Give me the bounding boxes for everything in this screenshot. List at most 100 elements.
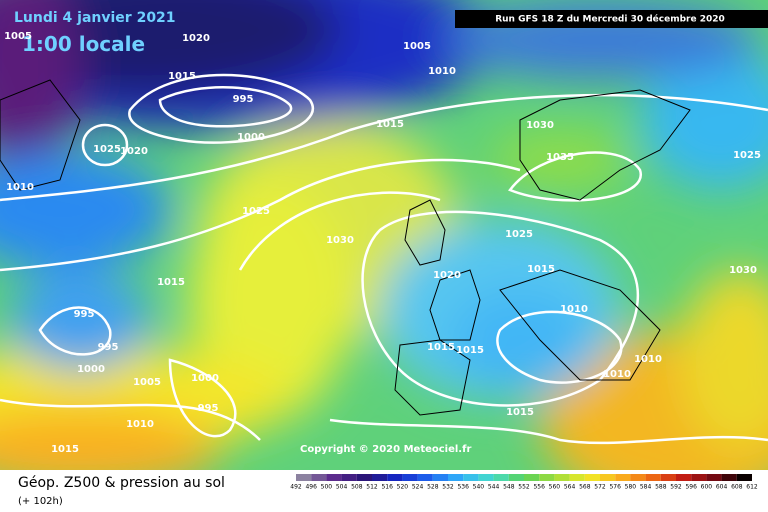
legend-swatch xyxy=(676,474,692,481)
legend-swatch xyxy=(554,474,570,481)
legend-swatch xyxy=(478,474,494,481)
legend-label: 492 xyxy=(290,484,302,491)
legend-swatch xyxy=(508,474,524,481)
isobar-label: 1015 xyxy=(168,71,196,82)
isobar-label: 1020 xyxy=(433,270,461,281)
legend-label: 576 xyxy=(609,484,621,491)
isobar-label: 1010 xyxy=(126,419,154,430)
isobar-label: 1015 xyxy=(157,277,185,288)
isobar-label: 995 xyxy=(74,309,95,320)
legend-swatch xyxy=(691,474,707,481)
legend-label: 580 xyxy=(625,484,637,491)
legend-label: 564 xyxy=(564,484,576,491)
isobar-label: 1010 xyxy=(6,182,34,193)
legend-swatch xyxy=(600,474,616,481)
legend-swatch xyxy=(296,474,312,481)
isobar-label: 1000 xyxy=(237,132,265,143)
legend-label: 588 xyxy=(655,484,667,491)
legend-swatch xyxy=(341,474,357,481)
legend-swatch xyxy=(539,474,555,481)
legend-label: 512 xyxy=(366,484,378,491)
legend-swatch xyxy=(736,474,752,481)
isobar-label: 1025 xyxy=(93,144,121,155)
isobar-label: 1015 xyxy=(427,342,455,353)
time: 1:00 locale xyxy=(22,32,145,56)
legend-swatch xyxy=(463,474,479,481)
legend-label: 596 xyxy=(685,484,697,491)
legend-swatch xyxy=(356,474,372,481)
isobar-label: 1015 xyxy=(456,345,484,356)
legend-label: 528 xyxy=(427,484,439,491)
legend-label: 604 xyxy=(716,484,728,491)
isobar-label: 1030 xyxy=(526,120,554,131)
legend-label: 584 xyxy=(640,484,652,491)
isobar-label: 1015 xyxy=(376,119,404,130)
legend-swatch xyxy=(706,474,722,481)
legend-label: 572 xyxy=(594,484,606,491)
legend-label: 540 xyxy=(473,484,485,491)
legend-label: 504 xyxy=(336,484,348,491)
isobar-label: 1020 xyxy=(120,146,148,157)
legend-label: 496 xyxy=(305,484,317,491)
legend-label: 548 xyxy=(503,484,515,491)
legend-swatch xyxy=(432,474,448,481)
isobar-label: 1015 xyxy=(506,407,534,418)
legend-swatch xyxy=(645,474,661,481)
isobar-label: 1025 xyxy=(505,229,533,240)
legend-label: 500 xyxy=(321,484,333,491)
isobar-label: 1005 xyxy=(403,41,431,52)
isobar-label: 1025 xyxy=(242,206,270,217)
legend-label: 556 xyxy=(533,484,545,491)
run-banner xyxy=(455,10,768,28)
isobar-label: 995 xyxy=(198,403,219,414)
legend-label: 600 xyxy=(701,484,713,491)
legend-label: 592 xyxy=(670,484,682,491)
isobar-label: 1005 xyxy=(4,31,32,42)
isobar-label: 1000 xyxy=(77,364,105,375)
legend-swatch xyxy=(493,474,509,481)
legend-swatch xyxy=(524,474,540,481)
copyright: Copyright © 2020 Meteociel.fr xyxy=(300,444,471,455)
legend-label: 608 xyxy=(731,484,743,491)
isobar-label: 1025 xyxy=(733,150,761,161)
date: Lundi 4 janvier 2021 xyxy=(14,10,176,26)
isobars xyxy=(0,73,768,445)
legend-label: 508 xyxy=(351,484,363,491)
legend-swatch xyxy=(387,474,403,481)
isobar-label: 1005 xyxy=(133,377,161,388)
legend-label: 544 xyxy=(488,484,500,491)
legend-swatch xyxy=(326,474,342,481)
legend-swatch xyxy=(311,474,327,481)
isobar-label: 1010 xyxy=(428,66,456,77)
legend-label: 552 xyxy=(518,484,530,491)
footer-subtitle: (+ 102h) xyxy=(18,496,63,507)
isobar-label: 995 xyxy=(98,342,119,353)
isobar-label: 1000 xyxy=(191,373,219,384)
legend-swatch xyxy=(448,474,464,481)
legend-swatch xyxy=(660,474,676,481)
legend-label: 612 xyxy=(746,484,758,491)
legend-swatch xyxy=(721,474,737,481)
isobar-label: 1020 xyxy=(182,33,210,44)
legend-swatch xyxy=(417,474,433,481)
legend-label: 536 xyxy=(457,484,469,491)
footer-title: Géop. Z500 & pression au sol xyxy=(18,475,225,491)
legend-label: 524 xyxy=(412,484,424,491)
legend-swatch xyxy=(584,474,600,481)
isobar-label: 1030 xyxy=(326,235,354,246)
legend-swatch xyxy=(615,474,631,481)
legend-swatch xyxy=(402,474,418,481)
isobar-label: 1010 xyxy=(560,304,588,315)
legend-swatch xyxy=(372,474,388,481)
legend-label: 560 xyxy=(549,484,561,491)
isobar-label: 1035 xyxy=(546,152,574,163)
isobar-label: 995 xyxy=(233,94,254,105)
isobar-label: 1015 xyxy=(527,264,555,275)
run-text: Run GFS 18 Z du Mercredi 30 décembre 202… xyxy=(495,14,725,25)
coastlines xyxy=(0,79,691,416)
isobar-label: 1015 xyxy=(51,444,79,455)
legend-label: 532 xyxy=(442,484,454,491)
legend-label: 520 xyxy=(397,484,409,491)
